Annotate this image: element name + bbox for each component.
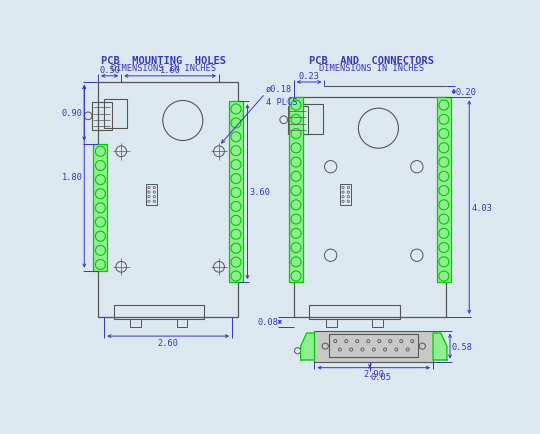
Bar [372,319,383,327]
Text: 0.20: 0.20 [455,88,476,97]
Bar [229,102,243,283]
Text: 0.50: 0.50 [99,66,120,75]
Text: ø0.18: ø0.18 [266,85,292,94]
Bar [113,306,204,319]
Text: 0.23: 0.23 [299,72,320,81]
Bar [104,100,127,129]
Text: 4 PLCS: 4 PLCS [266,98,298,107]
Bar [329,334,418,357]
Text: 2.60: 2.60 [158,338,179,347]
Text: 3.60: 3.60 [250,188,271,197]
Bar [340,184,352,206]
Bar [92,103,112,131]
Bar [300,105,323,134]
Bar [93,144,107,271]
Bar [287,107,308,134]
Bar [314,331,433,362]
Bar [98,83,238,317]
Text: PCB  MOUNTING  HOLES: PCB MOUNTING HOLES [101,56,226,66]
Text: 1.60: 1.60 [160,66,180,75]
Polygon shape [433,333,447,360]
Polygon shape [301,333,314,360]
Bar [437,98,451,283]
Text: DIMENSIONS IN INCHES: DIMENSIONS IN INCHES [111,64,216,72]
Text: 4.03: 4.03 [471,203,492,212]
Bar [146,184,157,206]
Bar [326,319,337,327]
Text: 2.90: 2.90 [363,369,384,378]
Bar [289,98,303,283]
Text: 0.58: 0.58 [451,342,472,351]
Text: 0.05: 0.05 [371,372,392,381]
Bar [309,306,400,319]
Text: DIMENSIONS IN INCHES: DIMENSIONS IN INCHES [319,64,424,72]
Text: 0.08: 0.08 [257,318,278,327]
Text: PCB  AND  CONNECTORS: PCB AND CONNECTORS [309,56,434,66]
Bar [131,319,141,327]
Bar [177,319,187,327]
Text: 0.90: 0.90 [62,109,83,118]
Bar [294,98,446,317]
Text: 1.80: 1.80 [62,172,83,181]
